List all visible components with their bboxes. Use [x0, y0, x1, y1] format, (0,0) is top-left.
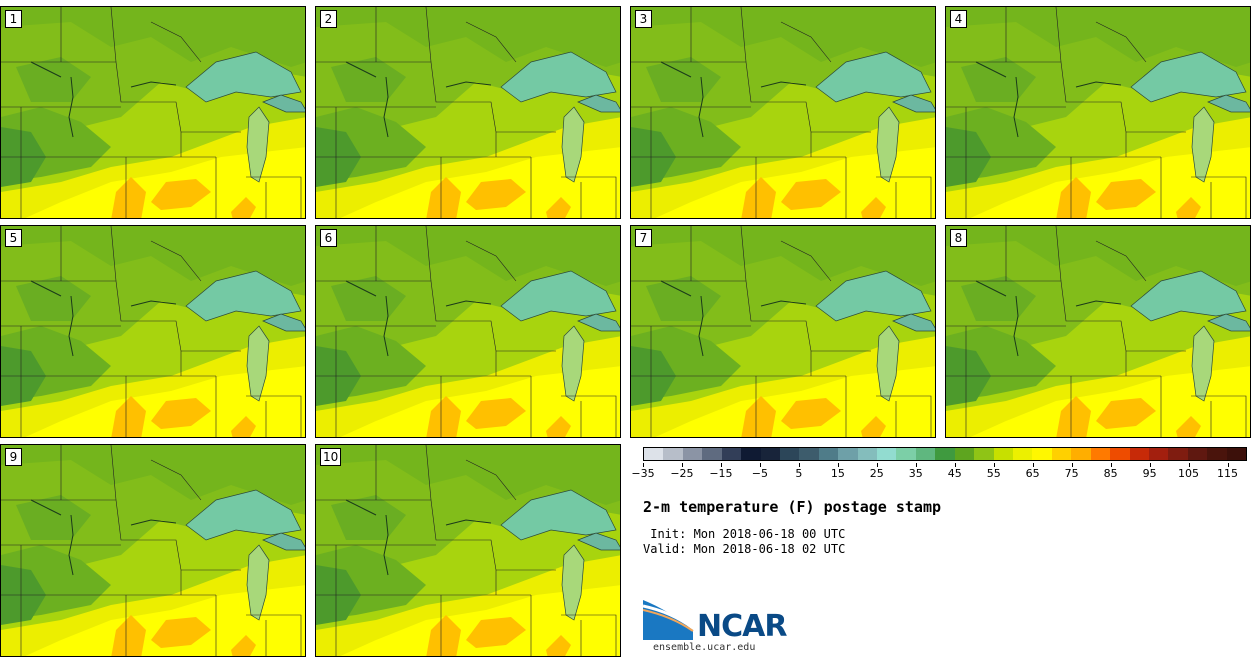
- colorbar-tick-label: 55: [986, 467, 1001, 480]
- colorbar-cell: [896, 448, 916, 460]
- colorbar-cell: [1051, 448, 1072, 460]
- colorbar-cell: [954, 448, 975, 460]
- colorbar-cell: [993, 448, 1014, 460]
- colorbar-tick: [1188, 463, 1190, 467]
- member-number-label: 1: [5, 10, 22, 28]
- colorbar-tick-label: 75: [1064, 467, 1079, 480]
- colorbar-cell: [1013, 448, 1033, 460]
- colorbar-ticks: −35 −25 −15 −5 5 15 25 35 45 55 65 75 85 95 105 115: [631, 463, 1247, 483]
- colorbar-tick: [643, 463, 644, 467]
- colorbar-tick: [915, 463, 917, 467]
- member-number-label: 7: [635, 229, 652, 247]
- colorbar-tick-label: 95: [1142, 467, 1157, 480]
- colorbar-tick-label: −5: [751, 467, 768, 480]
- temperature-colorbar: [643, 447, 1247, 461]
- colorbar-tick-label: −35: [631, 467, 655, 480]
- colorbar-tick: [837, 463, 839, 467]
- colorbar-tick: [1071, 463, 1073, 467]
- colorbar-tick: [1110, 463, 1112, 467]
- colorbar-cell: [818, 448, 839, 460]
- figure-title: 2-m temperature (F) postage stamp: [643, 498, 942, 516]
- member-number-label: 2: [320, 10, 337, 28]
- colorbar-cell: [1032, 448, 1052, 460]
- ensemble-member-map: 4: [945, 6, 1251, 219]
- valid-time: Valid: Mon 2018-06-18 02 UTC: [643, 542, 846, 556]
- member-number-label: 3: [635, 10, 652, 28]
- colorbar-cell: [1071, 448, 1091, 460]
- member-number-label: 10: [320, 448, 342, 466]
- member-number-label: 4: [950, 10, 967, 28]
- colorbar-tick-label: 35: [908, 467, 923, 480]
- colorbar-cell: [741, 448, 761, 460]
- ncar-logo-icon: [643, 600, 694, 640]
- colorbar-cell: [838, 448, 858, 460]
- ensemble-member-map: 7: [630, 225, 936, 438]
- colorbar-tick-label: 25: [869, 467, 884, 480]
- colorbar-cell: [682, 448, 703, 460]
- ensemble-member-map: 9: [0, 444, 306, 657]
- colorbar-tick: [1227, 463, 1229, 467]
- member-number-label: 5: [5, 229, 22, 247]
- colorbar-tick: [993, 463, 995, 467]
- colorbar-cell: [1226, 448, 1247, 460]
- colorbar-cell: [877, 448, 897, 460]
- colorbar-tick: [1032, 463, 1034, 467]
- colorbar-cell: [857, 448, 878, 460]
- colorbar-tick: [681, 463, 683, 467]
- colorbar-tick-label: 85: [1103, 467, 1118, 480]
- colorbar-cell: [1207, 448, 1227, 460]
- colorbar-cell: [663, 448, 683, 460]
- ensemble-member-map: 3: [630, 6, 936, 219]
- ensemble-member-map: 1: [0, 6, 306, 219]
- colorbar-cell: [1090, 448, 1111, 460]
- colorbar-cell: [974, 448, 994, 460]
- colorbar-tick-label: 105: [1178, 467, 1200, 480]
- init-time: Init: Mon 2018-06-18 00 UTC: [643, 527, 846, 541]
- colorbar-cell: [915, 448, 936, 460]
- ensemble-member-map: 5: [0, 225, 306, 438]
- colorbar-cell: [779, 448, 800, 460]
- colorbar-tick-label: 65: [1025, 467, 1040, 480]
- colorbar-tick: [876, 463, 878, 467]
- colorbar-cell: [1187, 448, 1208, 460]
- colorbar-tick-label: 15: [830, 467, 845, 480]
- colorbar-cell: [702, 448, 722, 460]
- logo-url: ensemble.ucar.edu: [653, 642, 756, 653]
- ensemble-member-map: 2: [315, 6, 621, 219]
- colorbar-tick: [954, 463, 956, 467]
- colorbar-tick: [720, 463, 722, 467]
- member-number-label: 9: [5, 448, 22, 466]
- colorbar-tick: [759, 463, 761, 467]
- colorbar-cell: [760, 448, 780, 460]
- ncar-logo-text: NCAR: [697, 609, 787, 644]
- colorbar-tick: [798, 463, 800, 467]
- colorbar-tick-label: 115: [1217, 467, 1239, 480]
- member-number-label: 8: [950, 229, 967, 247]
- colorbar-cell: [1148, 448, 1169, 460]
- colorbar-cell: [721, 448, 742, 460]
- colorbar-tick-label: −25: [670, 467, 694, 480]
- colorbar-tick-label: 5: [795, 467, 803, 480]
- ensemble-member-map: 8: [945, 225, 1251, 438]
- ensemble-member-map: 10: [315, 444, 621, 657]
- colorbar-cell: [1168, 448, 1188, 460]
- colorbar-cell: [1129, 448, 1149, 460]
- member-number-label: 6: [320, 229, 337, 247]
- colorbar-cell: [644, 448, 664, 460]
- colorbar-cell: [1110, 448, 1130, 460]
- colorbar-tick-label: −15: [709, 467, 733, 480]
- colorbar-cell: [935, 448, 955, 460]
- ensemble-member-map: 6: [315, 225, 621, 438]
- colorbar-tick: [1149, 463, 1151, 467]
- colorbar-tick-label: 45: [947, 467, 962, 480]
- colorbar-cell: [799, 448, 819, 460]
